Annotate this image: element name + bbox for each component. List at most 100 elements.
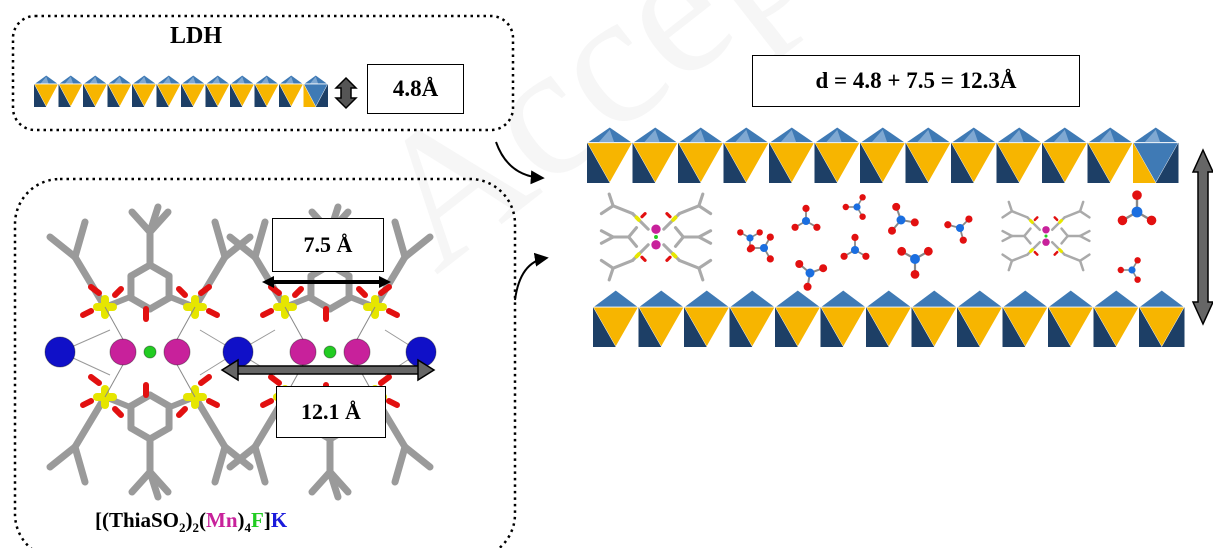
formula-metal: Mn (206, 508, 238, 532)
octahedron-front-face (253, 83, 280, 108)
octahedron-highlight (236, 76, 245, 84)
bond (112, 286, 124, 298)
octahedron-highlight (113, 76, 123, 84)
octahedron-side-face (83, 83, 96, 107)
bond (1026, 216, 1042, 232)
octahedron-front-face (204, 83, 231, 108)
octahedron-front-face (865, 306, 913, 348)
nitrogen-atom (1131, 206, 1143, 218)
bond (1058, 248, 1064, 254)
octahedron-front-face (956, 306, 1004, 348)
bond (176, 406, 188, 418)
octahedron-highlight (138, 76, 147, 84)
octahedron-side-face (866, 307, 889, 347)
bond (378, 374, 392, 386)
bond (634, 252, 641, 259)
bond (191, 253, 229, 311)
formula-cation: K (270, 508, 288, 532)
bond (627, 235, 639, 248)
octahedron-highlight (40, 76, 49, 84)
octahedron-highlight (643, 129, 660, 143)
mn-atom (289, 338, 317, 366)
oxygen-atom (1146, 215, 1157, 226)
bond (198, 374, 212, 386)
bond (1023, 227, 1032, 238)
bond (146, 294, 173, 313)
octahedron-front-face (1001, 306, 1049, 348)
bond (80, 398, 94, 408)
mn-atom (1042, 238, 1050, 246)
bond (1010, 209, 1029, 219)
formula-part: ( (199, 508, 207, 532)
bond (1028, 218, 1034, 224)
octahedron-front-face (155, 83, 182, 108)
bond (1053, 250, 1059, 256)
bond (268, 374, 282, 386)
bond (1023, 234, 1032, 245)
bond (1007, 259, 1014, 272)
bond (1050, 216, 1066, 232)
nitrogen-atom (746, 234, 754, 242)
formula-halide: F (251, 508, 264, 532)
bond (611, 204, 635, 216)
bond (665, 255, 672, 262)
bond (251, 443, 269, 486)
oxygen-atom (842, 203, 849, 211)
macrocycle-spacing-label: 12.1 Å (276, 386, 386, 438)
octahedron-front-face (910, 306, 958, 348)
octahedron-top-face (955, 289, 1004, 308)
octahedron-side-face (678, 142, 701, 183)
nitrogen-atom (1128, 266, 1136, 274)
octahedron-front-face (774, 306, 822, 348)
bond (1060, 227, 1069, 238)
bond (176, 286, 188, 298)
fluoride-atom (1044, 234, 1048, 238)
octahedron-highlight (825, 129, 842, 143)
octahedron-side-face (769, 142, 792, 183)
oxygen-atom (897, 246, 907, 256)
octahedron-top-face (1092, 289, 1141, 308)
macrocycle-length-label: 7.5 Å (272, 218, 384, 272)
bond (607, 192, 615, 208)
octahedron-highlight (916, 129, 933, 143)
bond (146, 261, 173, 280)
nitrogen-atom (801, 216, 811, 226)
octahedron-front-face (1138, 306, 1186, 348)
bond (226, 233, 259, 261)
nitrogen-atom (955, 223, 965, 233)
octahedron-top-face (682, 289, 731, 308)
oxygen-atom (859, 213, 866, 220)
ldh-thickness-label: 4.8Å (367, 64, 464, 114)
formula-part: ) (185, 508, 193, 532)
mn-atom (109, 338, 137, 366)
oxygen-atom (851, 233, 859, 241)
bond (1078, 200, 1085, 213)
octahedron-side-face (638, 307, 662, 347)
bond (206, 398, 220, 408)
mn-atom (343, 338, 371, 366)
octahedron-highlight (89, 76, 98, 84)
octahedron-front-face (180, 83, 207, 108)
nitrogen-atom (850, 245, 860, 255)
bond (1050, 240, 1066, 256)
bond (226, 443, 259, 471)
octahedron-side-face (723, 142, 747, 183)
octahedron-side-face (996, 142, 1020, 183)
nitrogen-atom (853, 203, 861, 211)
octahedron-front-face (1092, 306, 1140, 348)
octahedron-front-face (728, 306, 776, 348)
oxygen-atom (862, 252, 870, 260)
bond (326, 468, 342, 501)
bond (146, 203, 162, 236)
bond (677, 258, 701, 270)
octahedron-highlight (64, 76, 74, 84)
bond (1007, 200, 1014, 213)
bond (1078, 259, 1085, 272)
oxygen-atom (791, 223, 799, 231)
bond (191, 393, 229, 451)
nitrogen-atom (910, 254, 920, 264)
bond (673, 235, 685, 248)
octahedron-top-face (819, 289, 868, 308)
oxygen-atom (1132, 190, 1142, 200)
